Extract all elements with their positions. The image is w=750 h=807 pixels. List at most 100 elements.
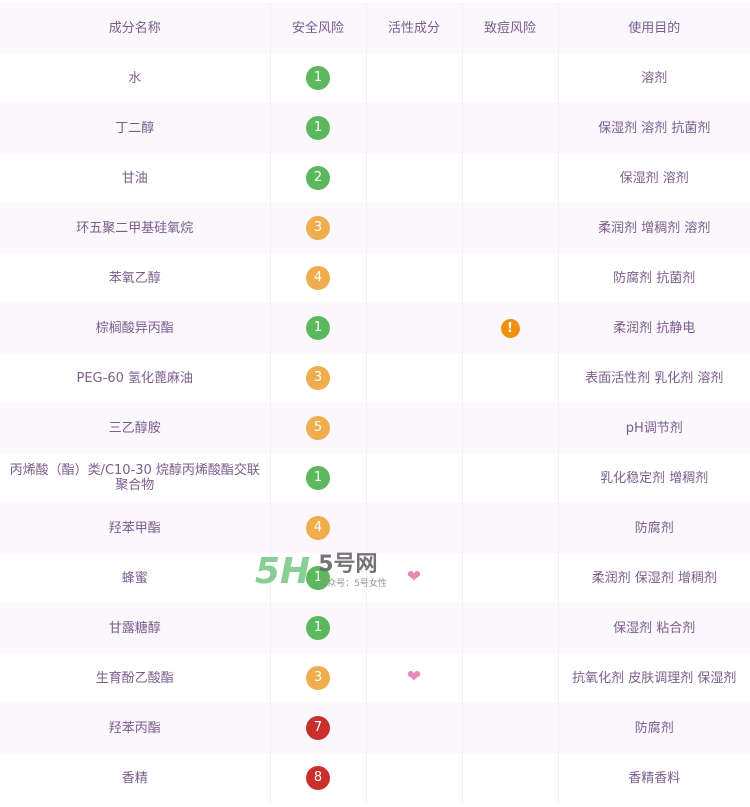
table-row: 水 1 溶剂: [0, 53, 750, 103]
active-cell: [365, 53, 462, 103]
risk-badge: 4: [306, 266, 330, 290]
table-row: 棕榈酸异丙酯 1 ! 柔润剂 抗静电: [0, 303, 750, 353]
risk-cell: 1: [269, 103, 366, 153]
risk-badge: 1: [306, 66, 330, 90]
risk-badge: 3: [306, 216, 330, 240]
ingredient-name: 苯氧乙醇: [108, 270, 161, 286]
risk-badge: 1: [306, 616, 330, 640]
risk-cell: 1: [269, 53, 366, 103]
ingredient-name: 水: [128, 70, 142, 86]
active-cell: [365, 153, 462, 203]
active-cell: [365, 353, 462, 403]
acne-cell: !: [461, 303, 558, 353]
risk-cell: 3: [269, 653, 366, 703]
risk-cell: 3: [269, 353, 366, 403]
active-cell: [365, 253, 462, 303]
purpose-cell: 保湿剂 溶剂: [557, 153, 750, 203]
heart-icon: ❤: [406, 567, 422, 587]
risk-cell: 7: [269, 703, 366, 753]
acne-cell: [461, 653, 558, 703]
active-cell: [365, 203, 462, 253]
risk-cell: 4: [269, 503, 366, 553]
purpose-cell: 柔润剂 保湿剂 增稠剂: [557, 553, 750, 603]
table-row: 甘露糖醇 1 保湿剂 粘合剂: [0, 603, 750, 653]
purpose-cell: 防腐剂: [557, 703, 750, 753]
active-cell: [365, 303, 462, 353]
risk-cell: 1: [269, 453, 366, 503]
active-cell: [365, 753, 462, 803]
table-row: 羟苯丙酯 7 防腐剂: [0, 703, 750, 753]
acne-cell: [461, 153, 558, 203]
ingredient-name: 生育酚乙酸酯: [95, 670, 174, 686]
table-row: 羟苯甲酯 4 防腐剂: [0, 503, 750, 553]
purpose-cell: 溶剂: [557, 53, 750, 103]
ingredient-name: 甘露糖醇: [108, 620, 161, 636]
header-purpose: 使用目的: [557, 3, 750, 53]
ingredient-name: 香精: [121, 770, 148, 786]
acne-cell: [461, 453, 558, 503]
risk-cell: 5: [269, 403, 366, 453]
ingredient-name: 环五聚二甲基硅氧烷: [76, 220, 194, 236]
purpose-cell: 防腐剂: [557, 503, 750, 553]
table-row: 香精 8 香精香料: [0, 753, 750, 803]
acne-cell: [461, 553, 558, 603]
acne-cell: [461, 703, 558, 753]
acne-cell: [461, 603, 558, 653]
acne-cell: [461, 503, 558, 553]
active-cell: [365, 603, 462, 653]
table-row: 甘油 2 保湿剂 溶剂: [0, 153, 750, 203]
risk-cell: 1: [269, 303, 366, 353]
purpose-cell: 抗氧化剂 皮肤调理剂 保湿剂: [557, 653, 750, 703]
risk-cell: 8: [269, 753, 366, 803]
risk-cell: 3: [269, 203, 366, 253]
header-risk: 安全风险: [269, 3, 366, 53]
table-row: 丙烯酸（酯）类/C10-30 烷醇丙烯酸酯交联聚合物 1 乳化稳定剂 增稠剂: [0, 453, 750, 503]
purpose-cell: 柔润剂 增稠剂 溶剂: [557, 203, 750, 253]
ingredient-name: 羟苯丙酯: [108, 720, 161, 736]
active-cell: [365, 453, 462, 503]
table-row: 三乙醇胺 5 pH调节剂: [0, 403, 750, 453]
risk-badge: 1: [306, 466, 330, 490]
table-row: 生育酚乙酸酯 3 ❤ 抗氧化剂 皮肤调理剂 保湿剂: [0, 653, 750, 703]
header-row: 成分名称 安全风险 活性成分 致痘风险 使用目的: [0, 3, 750, 53]
acne-cell: [461, 253, 558, 303]
header-active: 活性成分: [365, 3, 462, 53]
table-row: 蜂蜜 1 ❤ 柔润剂 保湿剂 增稠剂: [0, 553, 750, 603]
ingredient-name: 丙烯酸（酯）类/C10-30 烷醇丙烯酸酯交联聚合物: [9, 463, 260, 493]
risk-badge: 4: [306, 516, 330, 540]
ingredient-name: 棕榈酸异丙酯: [95, 320, 174, 336]
ingredient-name: 丁二醇: [115, 120, 155, 136]
risk-badge: 1: [306, 116, 330, 140]
active-cell: ❤: [365, 653, 462, 703]
purpose-cell: 防腐剂 抗菌剂: [557, 253, 750, 303]
risk-badge: 2: [306, 166, 330, 190]
risk-badge: 7: [306, 716, 330, 740]
risk-badge: 1: [306, 566, 330, 590]
risk-cell: 2: [269, 153, 366, 203]
table-row: 环五聚二甲基硅氧烷 3 柔润剂 增稠剂 溶剂: [0, 203, 750, 253]
acne-warning-icon: !: [500, 318, 520, 338]
ingredient-name: 三乙醇胺: [108, 420, 161, 436]
header-acne: 致痘风险: [461, 3, 558, 53]
table-row: 苯氧乙醇 4 防腐剂 抗菌剂: [0, 253, 750, 303]
risk-badge: 3: [306, 666, 330, 690]
table-row: 丁二醇 1 保湿剂 溶剂 抗菌剂: [0, 103, 750, 153]
risk-badge: 8: [306, 766, 330, 790]
purpose-cell: 表面活性剂 乳化剂 溶剂: [557, 353, 750, 403]
risk-cell: 1: [269, 553, 366, 603]
active-cell: ❤: [365, 553, 462, 603]
risk-cell: 1: [269, 603, 366, 653]
ingredient-name: 甘油: [121, 170, 148, 186]
acne-cell: [461, 203, 558, 253]
ingredient-name: 羟苯甲酯: [108, 520, 161, 536]
risk-cell: 4: [269, 253, 366, 303]
purpose-cell: 保湿剂 粘合剂: [557, 603, 750, 653]
ingredient-table: 成分名称 安全风险 活性成分 致痘风险 使用目的 水 1 溶剂 丁二醇 1 保湿剂…: [0, 3, 750, 803]
purpose-cell: 柔润剂 抗静电: [557, 303, 750, 353]
acne-cell: [461, 53, 558, 103]
purpose-cell: 乳化稳定剂 增稠剂: [557, 453, 750, 503]
acne-cell: [461, 353, 558, 403]
table-row: PEG-60 氢化蓖麻油 3 表面活性剂 乳化剂 溶剂: [0, 353, 750, 403]
active-cell: [365, 503, 462, 553]
ingredient-name: 蜂蜜: [121, 570, 148, 586]
